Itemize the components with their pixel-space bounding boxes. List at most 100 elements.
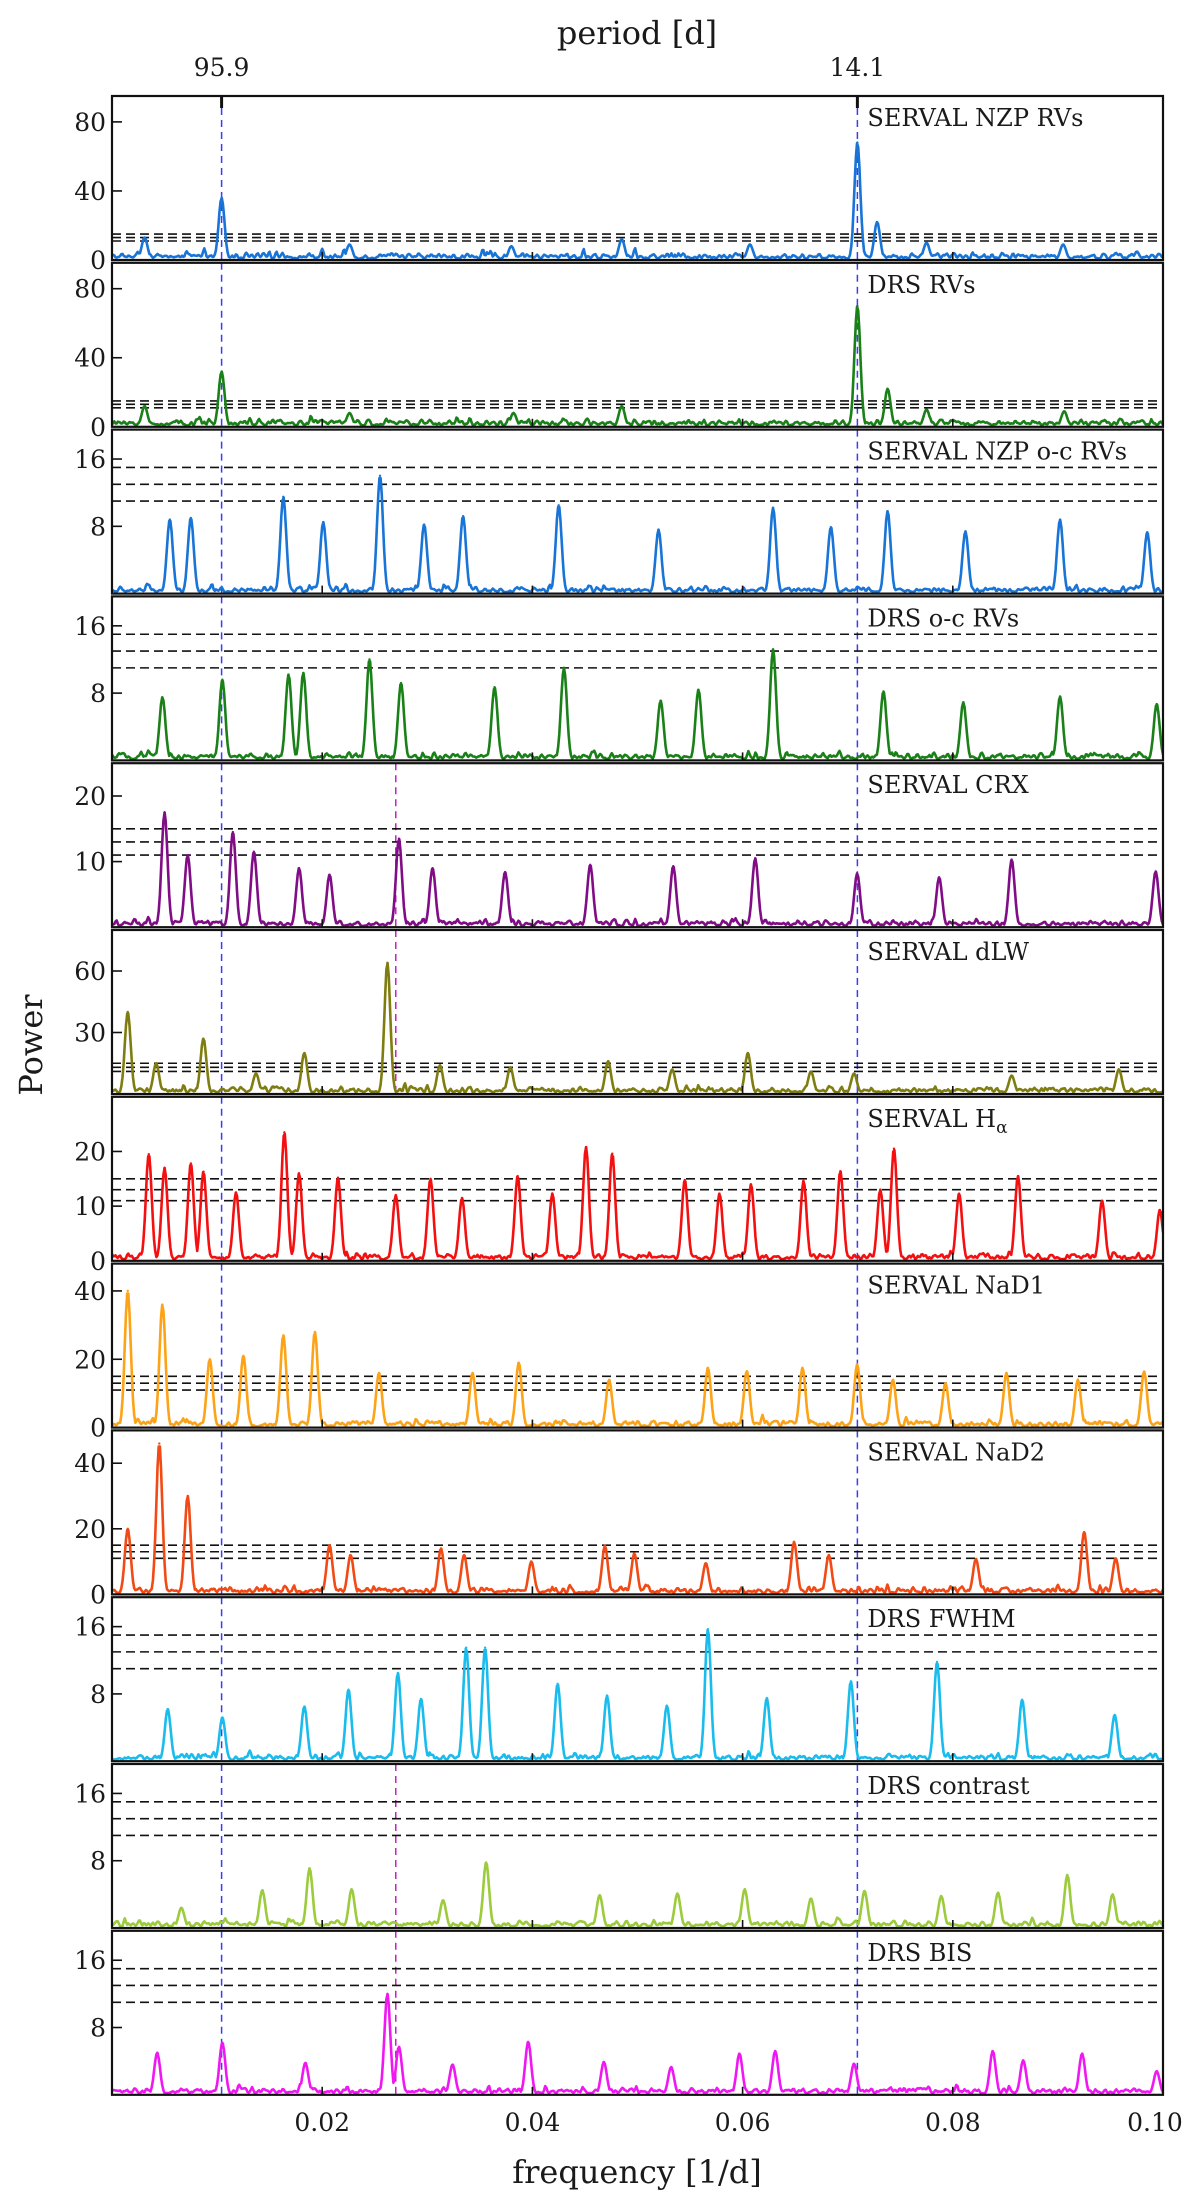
peak-point: [1005, 1371, 1008, 1375]
peak-point: [829, 525, 833, 529]
peak-point: [282, 1334, 285, 1337]
peak-point: [304, 2061, 307, 2065]
peak-point: [944, 1381, 947, 1385]
peak-point: [368, 658, 371, 661]
peak-point: [1020, 1698, 1024, 1702]
peak-point: [313, 1330, 317, 1334]
peak-point: [746, 1051, 750, 1055]
y-tick-label: 60: [74, 957, 106, 986]
peak-point: [1146, 531, 1149, 534]
peak-point: [220, 196, 223, 200]
periodogram-series: [112, 1132, 1163, 1261]
peak-point: [451, 2063, 454, 2066]
peak-point: [189, 1162, 193, 1165]
peak-point: [166, 1707, 169, 1711]
peak-point: [855, 872, 859, 875]
y-tick-label: 0: [90, 1247, 106, 1276]
peak-point: [419, 1697, 423, 1701]
peak-point: [754, 857, 757, 860]
peak-point: [202, 1037, 205, 1040]
peak-point: [996, 1891, 1000, 1894]
peak-point: [161, 1303, 164, 1306]
peak-point: [397, 2045, 401, 2049]
y-tick-label: 0: [90, 1414, 106, 1443]
panel-label: SERVAL NZP o-c RVs: [867, 438, 1127, 466]
peak-point: [879, 1188, 882, 1191]
panel-frame: [110, 928, 1165, 1096]
peak-point: [231, 830, 235, 834]
peak-point: [584, 1145, 588, 1149]
peak-point: [526, 2040, 530, 2044]
peak-point: [925, 241, 928, 244]
peak-point: [706, 1627, 710, 1631]
peak-point: [1158, 1208, 1162, 1212]
panel-frame: [110, 261, 1165, 428]
peak-point: [461, 515, 465, 518]
peak-point: [1058, 518, 1062, 521]
peak-point: [143, 404, 146, 408]
panel-label: SERVAL NaD1: [867, 1272, 1045, 1300]
peak-point: [189, 516, 193, 520]
y-tick-label: 16: [74, 1946, 106, 1975]
peak-point: [297, 866, 301, 870]
peak-point: [422, 523, 426, 526]
peak-point: [620, 404, 623, 408]
peak-point: [892, 1147, 896, 1150]
panel-4: 10 20 SERVAL CRX: [74, 762, 1165, 929]
panel-frame: [110, 1762, 1165, 1930]
y-tick-label: 0: [90, 1580, 106, 1609]
peak-point: [683, 1178, 686, 1182]
peak-point: [957, 1192, 961, 1195]
periodogram-series: [112, 961, 1163, 1094]
peak-point: [991, 2049, 994, 2053]
peak-point: [220, 370, 223, 373]
panel-7: 0 20 40 SERVAL NaD1: [74, 1262, 1165, 1443]
peak-point: [1117, 1068, 1121, 1071]
peak-point: [283, 1131, 286, 1134]
y-tick-label: 40: [74, 177, 106, 206]
peak-point: [303, 1051, 306, 1055]
x-tick-label: 0.02: [294, 2108, 350, 2137]
peak-point: [1155, 702, 1158, 706]
y-tick-label: 80: [74, 108, 106, 137]
peak-point: [771, 648, 775, 651]
peak-point: [163, 811, 166, 814]
peak-point: [394, 1194, 397, 1197]
peak-point: [743, 1888, 746, 1891]
panel-10: 8 16 DRS contrast: [74, 1762, 1165, 1930]
peak-point: [180, 1906, 183, 1910]
peak-point: [483, 1646, 487, 1649]
peak-point: [386, 1992, 389, 1996]
peak-point: [287, 673, 290, 676]
panel-frame: [110, 1596, 1165, 1763]
panel-frame: [110, 595, 1165, 762]
peak-point: [1076, 1378, 1080, 1381]
peak-point: [962, 701, 965, 704]
y-tick-label: 0: [90, 413, 106, 442]
peak-point: [464, 1646, 468, 1649]
peak-point: [748, 243, 752, 246]
panel-3: 8 16 DRS o-c RVs: [74, 595, 1165, 762]
panel-label: SERVAL NaD2: [867, 1438, 1045, 1466]
panel-frame: [110, 762, 1165, 929]
top-tick-label: 14.1: [830, 53, 886, 82]
peak-point: [852, 2062, 856, 2065]
periodogram-series: [112, 1445, 1163, 1595]
peak-point: [809, 1070, 813, 1073]
peak-point: [158, 1442, 161, 1445]
peak-point: [827, 1553, 830, 1557]
peak-point: [126, 1289, 129, 1293]
peak-point: [792, 1540, 796, 1544]
peak-point: [303, 1705, 306, 1708]
panel-label: SERVAL Hα: [867, 1105, 1008, 1138]
peak-point: [937, 876, 941, 879]
peak-point: [852, 1072, 856, 1075]
y-tick-label: 20: [74, 782, 106, 811]
peak-point: [704, 1562, 708, 1565]
panel-6: 0 10 20 SERVAL Hα: [74, 1095, 1165, 1276]
panel-8: 0 20 40 SERVAL NaD2: [74, 1429, 1165, 1609]
periodogram-series: [112, 142, 1163, 260]
peak-point: [202, 1170, 205, 1173]
peak-point: [882, 690, 885, 693]
peak-point: [1082, 1530, 1086, 1534]
